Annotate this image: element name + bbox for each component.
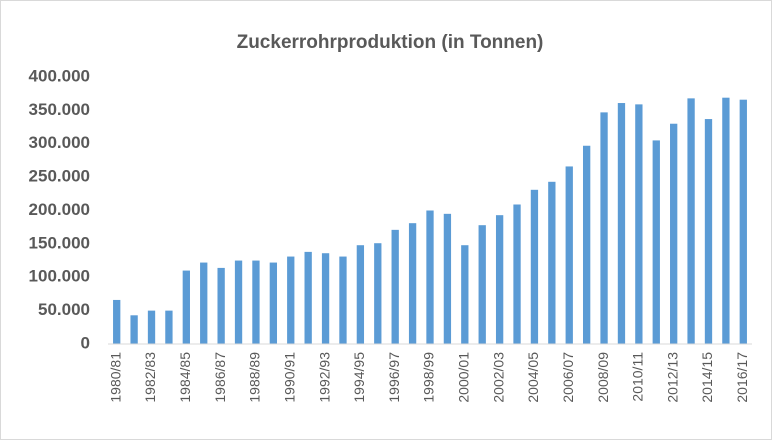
- bar: [147, 310, 156, 344]
- bar: [530, 189, 539, 344]
- x-tick-label: 1992/93: [316, 352, 332, 403]
- y-tick-label: 100.000: [29, 267, 90, 286]
- bar: [182, 270, 190, 344]
- bar: [617, 103, 626, 344]
- x-tick-label: 2000/01: [456, 352, 472, 403]
- y-tick-label: 400.000: [29, 66, 90, 85]
- x-tick-label: 2012/13: [664, 352, 680, 403]
- y-tick-label: 350.000: [29, 100, 90, 119]
- bar: [739, 99, 747, 344]
- chart-title: Zuckerrohrproduktion (in Tonnen): [237, 32, 544, 53]
- x-tick-label: 1996/97: [386, 352, 402, 403]
- y-tick-label: 200.000: [29, 200, 90, 219]
- bar: [461, 245, 469, 344]
- bar: [582, 145, 591, 344]
- x-tick-label: 1994/95: [351, 352, 367, 403]
- x-tick-label: 1990/91: [281, 352, 297, 403]
- bar: [478, 225, 486, 344]
- y-tick-label: 300.000: [29, 133, 90, 152]
- x-tick-label: 2002/03: [490, 352, 506, 403]
- x-tick-label: 1984/85: [177, 352, 193, 403]
- bar: [704, 119, 713, 345]
- bar: [495, 215, 504, 344]
- bar: [269, 262, 278, 344]
- bar: [408, 223, 417, 344]
- bar: [287, 256, 295, 344]
- bar: [722, 97, 730, 344]
- bar: [252, 260, 260, 344]
- bar: [200, 262, 208, 344]
- x-tick-label: 2008/09: [595, 352, 611, 403]
- bar: [652, 140, 660, 344]
- x-tick-label: 1988/89: [247, 352, 263, 403]
- bar: [600, 112, 608, 344]
- x-tick-label: 1998/99: [421, 352, 437, 403]
- x-tick-label: 2006/07: [560, 352, 576, 403]
- bar: [391, 229, 399, 344]
- bar: [687, 98, 695, 344]
- bar: [374, 243, 382, 344]
- x-tick-label: 2016/17: [734, 352, 750, 403]
- bar: [113, 299, 121, 344]
- bar: [339, 256, 347, 344]
- y-tick-label: 150.000: [29, 233, 90, 252]
- bar: [130, 315, 138, 344]
- bar: [234, 260, 243, 344]
- bar: [356, 245, 365, 344]
- bar: [670, 123, 678, 344]
- x-tick-label: 2004/05: [525, 352, 541, 403]
- x-tick-label: 1986/87: [212, 352, 228, 403]
- y-tick-label: 50.000: [38, 300, 90, 319]
- bar: [321, 253, 330, 344]
- x-tick-label: 1980/81: [107, 352, 123, 403]
- y-tick-label: 250.000: [29, 167, 90, 186]
- bar: [548, 181, 556, 344]
- y-tick-label: 0: [81, 333, 90, 352]
- bar: [165, 310, 173, 344]
- bar: [217, 267, 225, 344]
- bar: [635, 104, 643, 345]
- x-tick-label: 2014/15: [699, 352, 715, 403]
- x-tick-label: 2010/11: [630, 352, 646, 402]
- bar: [443, 213, 452, 344]
- bar: [304, 251, 312, 344]
- bar: [565, 166, 573, 344]
- bar: [426, 210, 434, 344]
- bar: [513, 204, 521, 344]
- x-tick-label: 1982/83: [142, 352, 158, 403]
